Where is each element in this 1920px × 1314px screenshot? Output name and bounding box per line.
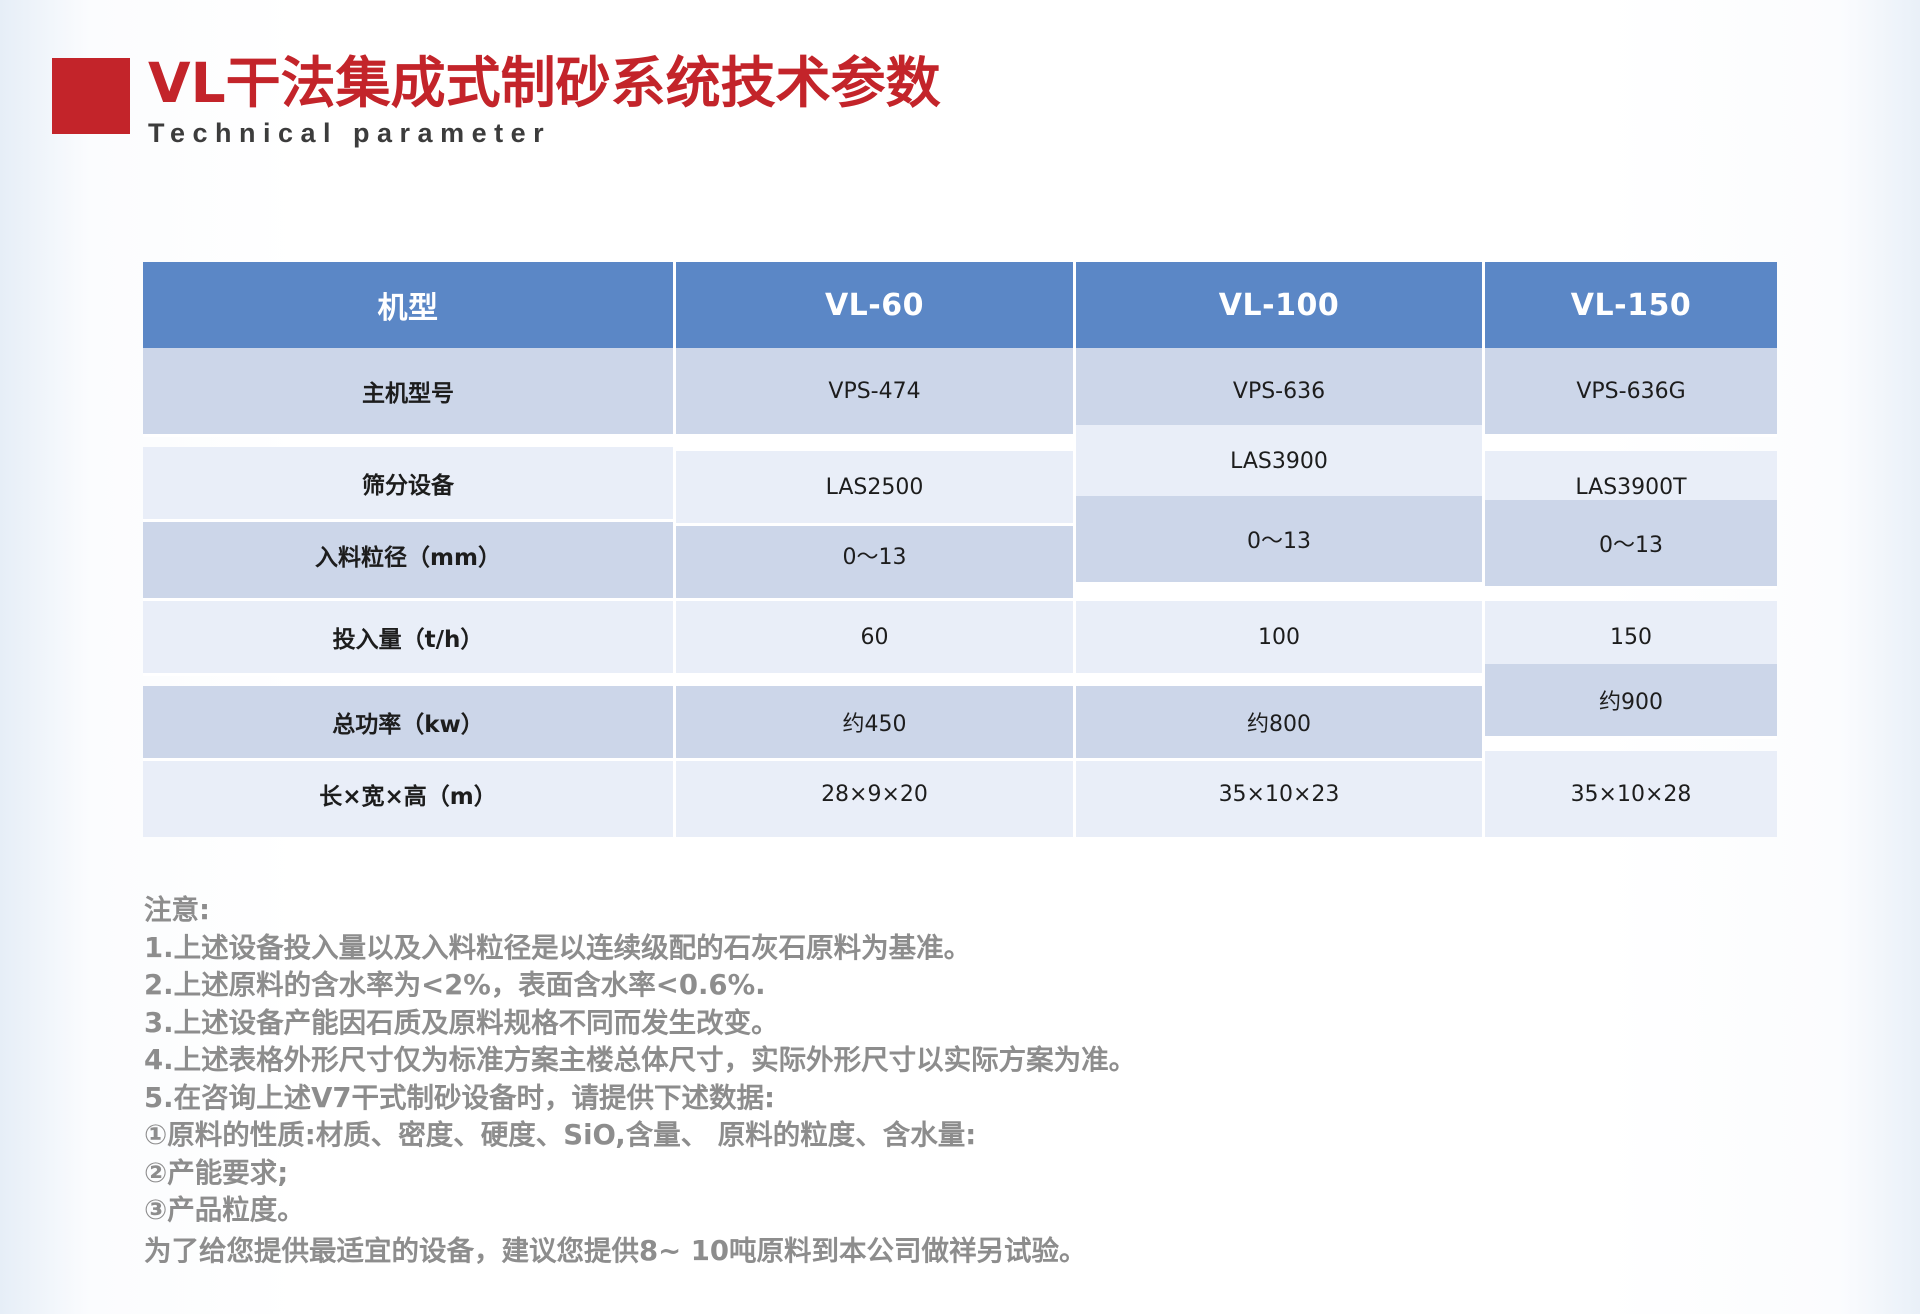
notes-section: 注意: 1.上述设备投入量以及入料粒径是以连续级配的石灰石原料为基准。 2.上述…	[144, 892, 1844, 1270]
table-row: 长×宽×高（m） 28×9×20 35×10×23 35×10×28	[143, 751, 1777, 837]
row-label: 长×宽×高（m）	[143, 751, 676, 837]
cell-vl60: 28×9×20	[676, 751, 1076, 837]
technical-parameter-table: 机型 VL-60 VL-100 VL-150 主机型号 VPS-474 VPS-…	[143, 262, 1777, 837]
cell-vl60: 约450	[676, 686, 1076, 761]
note-closing-line: 为了给您提供最适宜的设备，建议您提供8~ 10吨原料到本公司做祥另试验。	[144, 1234, 1087, 1267]
table-header-row: 机型 VL-60 VL-100 VL-150	[143, 262, 1777, 348]
cell-vl100: 100	[1076, 601, 1485, 676]
red-square-marker-icon	[52, 58, 130, 134]
note-sub-item-2: ②产能要求;	[144, 1156, 289, 1189]
cell-vl100: 35×10×23	[1076, 751, 1485, 837]
table-row: 筛分设备 LAS2500 LAS3900 LAS3900T	[143, 425, 1777, 526]
note-item-4: 4.上述表格外形尺寸仅为标准方案主楼总体尺寸，实际外形尺寸以实际方案为准。	[144, 1044, 1137, 1076]
note-item-2: 2.上述原料的含水率为<2%，表面含水率<0.6%.	[144, 969, 766, 1001]
page-title: VL干法集成式制砂系统技术参数	[148, 51, 941, 115]
row-label: 总功率（kw）	[143, 686, 676, 761]
row-label: 投入量（t/h）	[143, 601, 676, 676]
row-label: 筛分设备	[143, 447, 676, 522]
table-row: 投入量（t/h） 60 100 150	[143, 601, 1777, 676]
row-label: 入料粒径（mm）	[143, 512, 676, 601]
cell-vl150: VPS-636G	[1485, 348, 1777, 437]
note-sub-item-1: ①原料的性质:材质、密度、硬度、SiO,含量、 原料的粒度、含水量:	[144, 1119, 977, 1151]
title-texts: VL干法集成式制砂系统技术参数 Technical parameter	[148, 52, 941, 150]
column-header-vl100: VL-100	[1076, 262, 1485, 348]
note-item-1: 1.上述设备投入量以及入料粒径是以连续级配的石灰石原料为基准。	[144, 931, 972, 964]
note-item-5: 5.在咨询上述V7干式制砂设备时，请提供下述数据:	[144, 1081, 775, 1114]
column-header-vl60: VL-60	[676, 262, 1076, 348]
column-header-vl150: VL-150	[1485, 262, 1777, 348]
title-block: VL干法集成式制砂系统技术参数 Technical parameter	[52, 52, 941, 150]
cell-vl60: 0～13	[676, 512, 1076, 601]
table-row: 主机型号 VPS-474 VPS-636 VPS-636G	[143, 348, 1777, 437]
cell-vl60: VPS-474	[676, 348, 1076, 437]
table-row: 总功率（kw） 约450 约800 约900	[143, 664, 1777, 761]
row-label: 主机型号	[143, 348, 676, 437]
page-subtitle: Technical parameter	[148, 118, 552, 148]
cell-vl150: 约900	[1485, 664, 1777, 739]
cell-vl100: LAS3900	[1076, 425, 1485, 500]
cell-vl150: 35×10×28	[1485, 751, 1777, 837]
note-sub-item-3: ③产品粒度。	[144, 1194, 305, 1226]
table-row: 入料粒径（mm） 0～13 0～13 0～13	[143, 496, 1777, 601]
cell-vl100: 约800	[1076, 686, 1485, 761]
cell-vl60: LAS2500	[676, 451, 1076, 526]
cell-vl100: 0～13	[1076, 496, 1485, 585]
cell-vl150: 0～13	[1485, 500, 1777, 589]
cell-vl60: 60	[676, 601, 1076, 676]
cell-vl100: VPS-636	[1076, 348, 1485, 437]
cell-vl150: 150	[1485, 601, 1777, 676]
notes-heading: 注意:	[144, 894, 210, 926]
column-header-model: 机型	[143, 262, 676, 348]
note-item-3: 3.上述设备产能因石质及原料规格不同而发生改变。	[144, 1006, 779, 1039]
